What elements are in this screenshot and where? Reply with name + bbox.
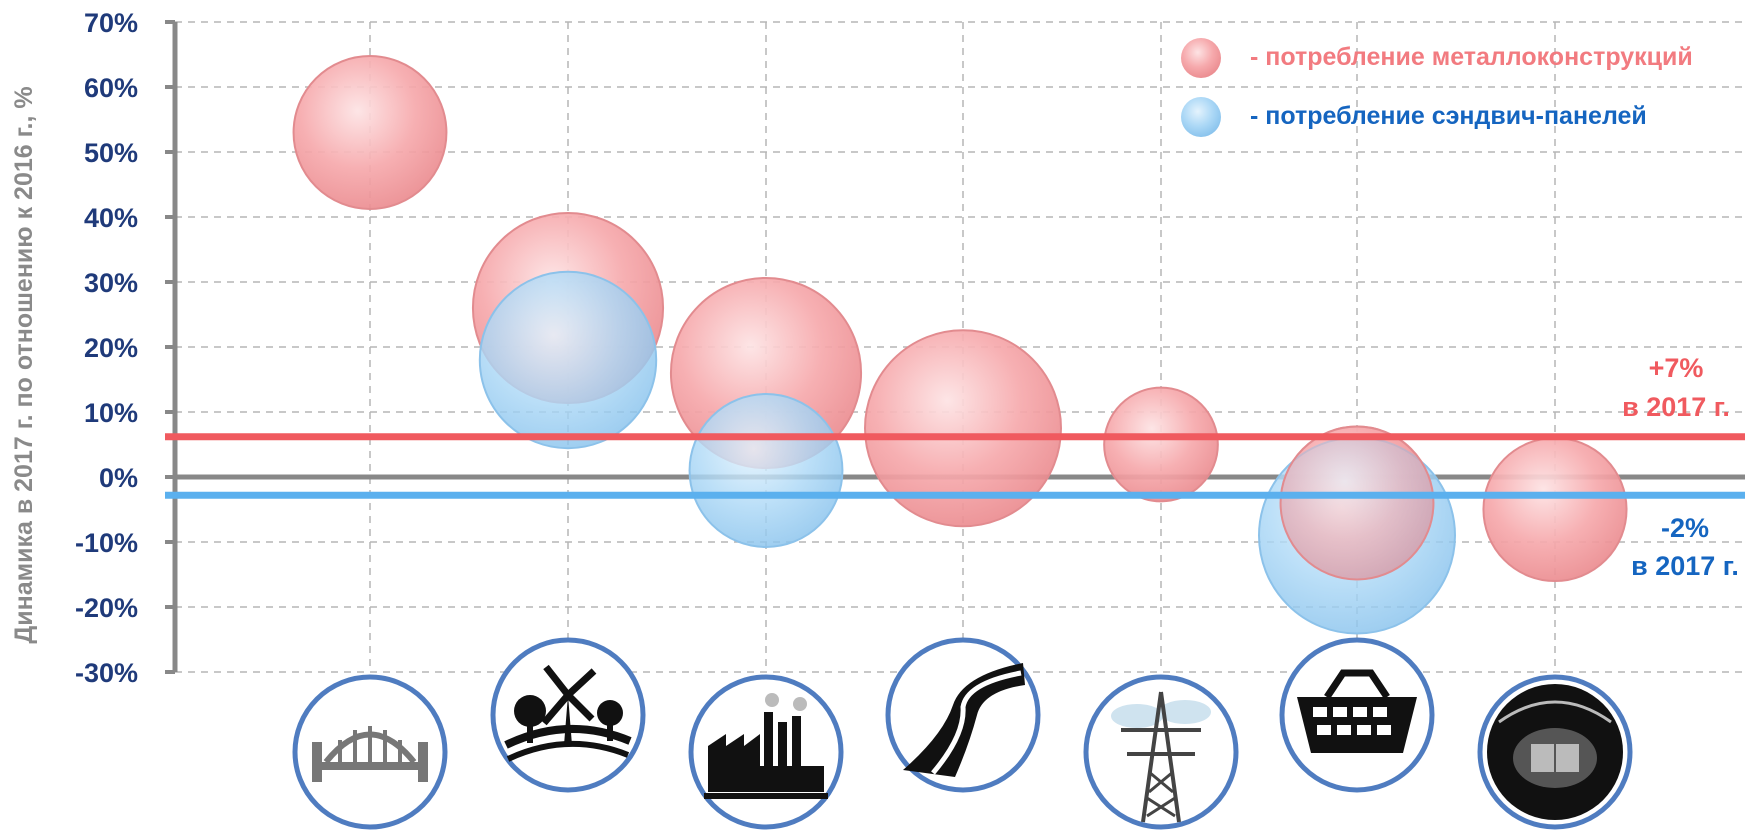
y-tick-label: 0% [99, 463, 138, 493]
factory-icon [688, 674, 844, 830]
y-tick-label: 60% [84, 73, 138, 103]
bubbles [292, 55, 1628, 635]
windmill-farm-icon [490, 637, 646, 793]
y-tick-label: 20% [84, 333, 138, 363]
y-tick-label: -10% [75, 528, 138, 558]
panels-change-value: -2% [1661, 513, 1709, 543]
y-axis-title: Динамика в 2017 г. по отношению к 2016 г… [10, 86, 38, 643]
y-tick-label: -20% [75, 593, 138, 623]
bubble-panels [688, 393, 844, 548]
bubble-metal [292, 55, 448, 210]
shopping-basket-icon [1279, 637, 1435, 793]
y-tick-label: 40% [84, 203, 138, 233]
legend: - потребление металлоконструкций - потре… [1181, 38, 1693, 137]
reference-annotations: +7% в 2017 г. -2% в 2017 г. [1622, 353, 1739, 581]
y-tick-label: 10% [84, 398, 138, 428]
metal-change-year: в 2017 г. [1622, 392, 1730, 422]
power-tower-icon [1083, 674, 1239, 830]
legend-swatch-panels [1181, 97, 1221, 137]
road-icon [885, 637, 1041, 793]
y-tick-label: -30% [75, 658, 138, 688]
legend-label-panels: - потребление сэндвич-панелей [1250, 102, 1647, 130]
legend-label-metal: - потребление металлоконструкций [1250, 43, 1693, 71]
y-tick-labels: 70% 60% 50% 40% 30% 20% 10% 0% -10% -20% -30% [75, 8, 138, 688]
bubble-metal [1279, 425, 1435, 581]
stadium-icon [1477, 674, 1633, 830]
legend-swatch-metal [1181, 38, 1221, 78]
bridge-icon [292, 674, 448, 830]
y-tick-label: 50% [84, 138, 138, 168]
bubble-metal [864, 329, 1062, 528]
panels-change-year: в 2017 г. [1631, 551, 1739, 581]
y-tick-label: 30% [84, 268, 138, 298]
y-tick-label: 70% [84, 8, 138, 38]
reference-lines [165, 433, 1745, 499]
bubble-metal [1103, 386, 1219, 503]
bubble-panels [478, 270, 658, 450]
metal-change-value: +7% [1649, 353, 1704, 383]
bubble-metal [1482, 436, 1628, 583]
